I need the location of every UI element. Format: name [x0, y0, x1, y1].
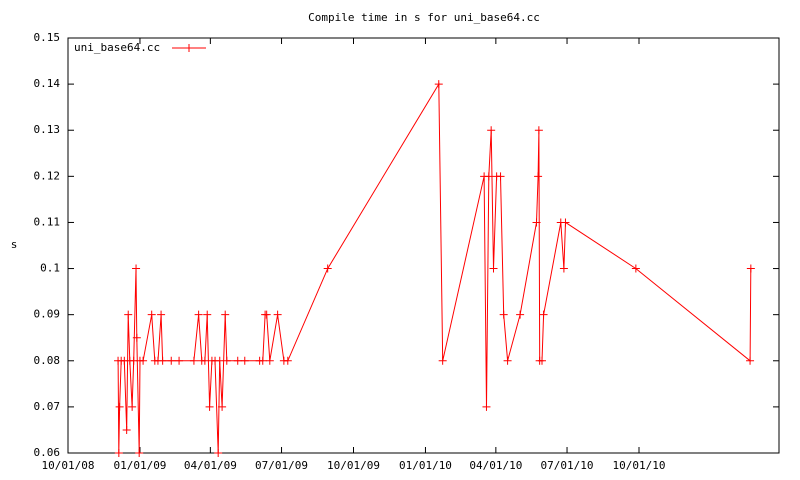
point-marker [489, 264, 498, 273]
point-marker [203, 310, 212, 319]
point-marker [482, 402, 491, 411]
point-marker [132, 264, 141, 273]
y-tick-label: 0.09 [34, 308, 61, 321]
y-tick-label: 0.14 [34, 77, 61, 90]
point-marker [534, 172, 543, 181]
point-marker [534, 126, 543, 135]
y-tick-label: 0.08 [34, 354, 61, 367]
point-marker [222, 356, 231, 365]
x-tick-label: 07/01/09 [255, 459, 308, 472]
point-marker [135, 449, 144, 457]
point-marker [114, 449, 123, 457]
point-marker [499, 310, 508, 319]
point-marker [484, 172, 493, 181]
y-tick-label: 0.15 [34, 31, 61, 44]
point-marker [262, 310, 271, 319]
legend-marker [185, 44, 193, 52]
x-tick-label: 04/01/09 [184, 459, 237, 472]
point-marker [265, 356, 274, 365]
point-marker [532, 218, 541, 227]
point-marker [233, 356, 242, 365]
point-marker [132, 333, 141, 342]
point-marker [438, 356, 447, 365]
point-marker [516, 310, 525, 319]
point-marker [124, 310, 133, 319]
point-marker [240, 356, 249, 365]
point-marker [221, 310, 230, 319]
point-marker [218, 402, 227, 411]
point-marker [538, 356, 546, 365]
point-marker [539, 310, 548, 319]
point-marker [746, 356, 755, 365]
point-marker [559, 264, 568, 273]
point-marker [157, 310, 166, 319]
x-tick-label: 04/01/10 [469, 459, 522, 472]
x-tick-label: 01/01/10 [399, 459, 452, 472]
point-marker [258, 356, 267, 365]
point-marker [115, 402, 124, 411]
point-marker [561, 218, 570, 227]
point-marker [283, 356, 292, 365]
point-marker [746, 264, 755, 273]
point-marker [189, 356, 198, 365]
point-marker [167, 356, 176, 365]
point-marker [214, 449, 223, 457]
point-marker [323, 264, 332, 273]
point-marker [487, 126, 496, 135]
point-marker [147, 310, 156, 319]
y-tick-label: 0.07 [34, 400, 61, 413]
y-tick-label: 0.06 [34, 446, 61, 459]
y-axis-label: s [11, 238, 18, 251]
x-tick-label: 10/01/10 [612, 459, 665, 472]
legend-label: uni_base64.cc [74, 41, 160, 54]
point-marker [496, 172, 505, 181]
point-marker [175, 356, 184, 365]
point-marker [139, 356, 148, 365]
point-marker [215, 356, 224, 365]
point-marker [205, 402, 214, 411]
plot-frame [67, 37, 780, 454]
chart-title: Compile time in s for uni_base64.cc [308, 11, 540, 24]
point-marker [200, 356, 209, 365]
x-tick-label: 01/01/09 [113, 459, 166, 472]
y-tick-label: 0.13 [34, 123, 61, 136]
x-tick-label: 07/01/10 [541, 459, 594, 472]
x-tick-label: 10/01/08 [42, 459, 95, 472]
y-tick-label: 0.11 [34, 215, 61, 228]
point-marker [128, 402, 137, 411]
y-tick-label: 0.1 [40, 262, 60, 275]
point-marker [273, 310, 282, 319]
y-tick-label: 0.12 [34, 169, 61, 182]
point-marker [503, 356, 512, 365]
point-marker [194, 310, 203, 319]
point-marker [434, 80, 443, 89]
point-marker [631, 264, 640, 273]
point-marker [122, 425, 131, 434]
point-marker [158, 356, 167, 365]
series-line [117, 82, 752, 454]
x-tick-label: 10/01/09 [327, 459, 380, 472]
